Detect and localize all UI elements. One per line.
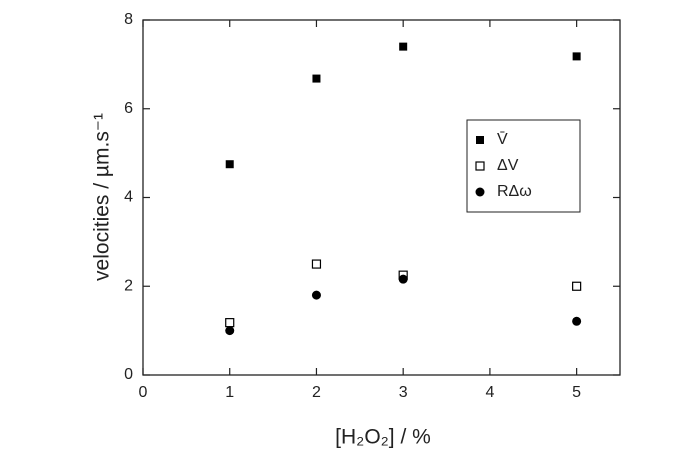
legend-label: RΔω <box>497 183 532 200</box>
x-tick-label: 4 <box>485 384 494 401</box>
y-tick-label: 4 <box>124 189 133 206</box>
data-point <box>312 74 321 83</box>
data-point <box>311 259 322 269</box>
x-axis-title: [H₂O₂] / % <box>335 426 431 449</box>
data-point <box>572 281 582 291</box>
y-tick-label: 2 <box>124 277 133 294</box>
data-point <box>572 316 582 326</box>
x-tick-label: 0 <box>139 384 148 401</box>
data-point <box>225 160 234 169</box>
x-tick-label: 3 <box>399 384 408 401</box>
y-axis-title: velocities / µm.s⁻¹ <box>91 113 114 281</box>
x-tick-label: 5 <box>572 384 581 401</box>
data-point <box>311 290 321 300</box>
legend-marker <box>475 187 485 197</box>
data-point <box>225 318 235 328</box>
data-point <box>225 326 235 336</box>
y-tick-label: 6 <box>124 100 133 117</box>
legend-marker <box>476 136 484 144</box>
legend-label: V̄ <box>497 131 508 148</box>
data-point <box>398 274 408 284</box>
y-tick-label: 0 <box>124 366 133 383</box>
x-tick-label: 2 <box>312 384 321 401</box>
y-tick-label: 8 <box>124 11 133 28</box>
legend-marker <box>475 161 485 171</box>
legend-box <box>466 119 581 213</box>
data-point <box>399 42 408 51</box>
data-point <box>572 52 581 61</box>
x-tick-label: 1 <box>225 384 234 401</box>
legend-label: ΔV <box>497 157 519 174</box>
